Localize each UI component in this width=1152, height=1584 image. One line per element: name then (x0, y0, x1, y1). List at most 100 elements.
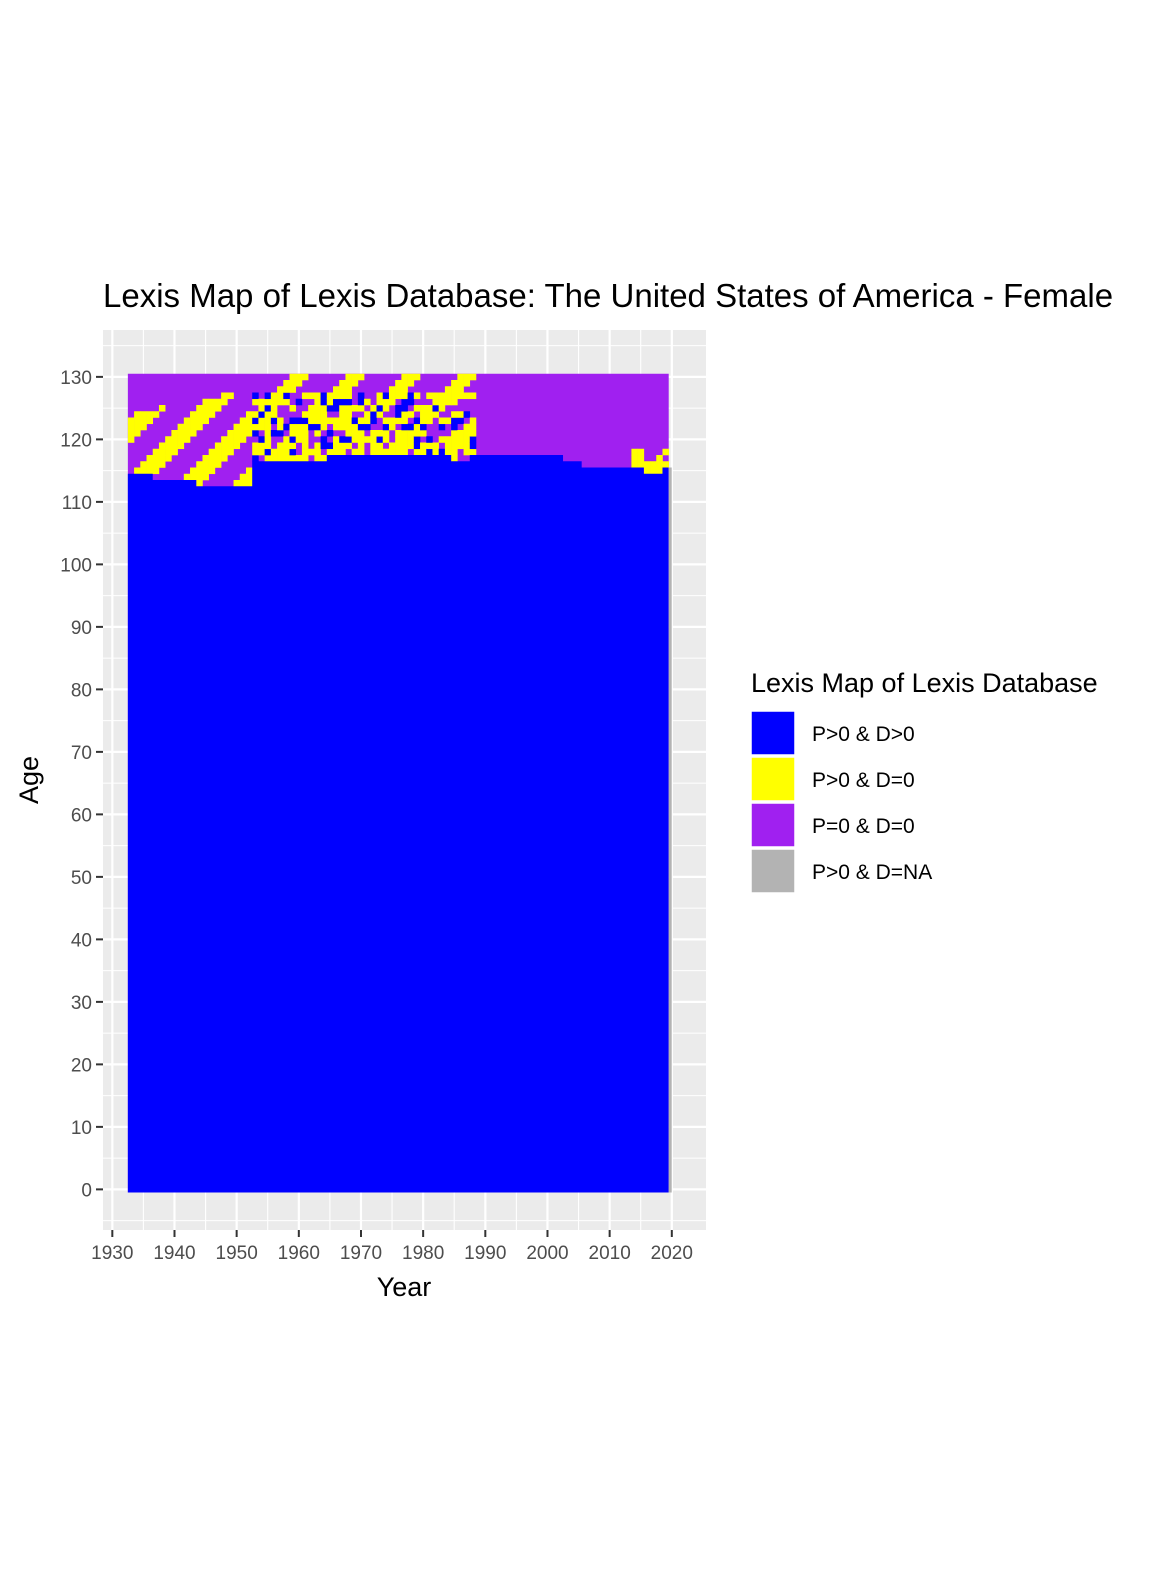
lexis-cell (270, 398, 278, 406)
lexis-cell (401, 405, 408, 412)
lexis-cell (376, 398, 384, 406)
lexis-cell (295, 380, 303, 387)
lexis-cell (420, 411, 427, 418)
lexis-cell (345, 430, 352, 437)
lexis-cell (395, 380, 402, 387)
lexis-cell (320, 417, 328, 425)
y-tick-label: 60 (71, 805, 92, 826)
lexis-cell (451, 411, 458, 418)
lexis-cell (283, 436, 290, 443)
lexis-cell (351, 448, 359, 456)
lexis-cell (202, 473, 209, 481)
lexis-cell (395, 392, 402, 400)
lexis-cell (146, 455, 154, 462)
lexis-cell (388, 398, 396, 406)
lexis-cell (146, 417, 154, 425)
lexis-cell (370, 442, 377, 450)
lexis-cell (314, 430, 321, 437)
lexis-cell (134, 430, 141, 437)
lexis-cell (239, 436, 247, 443)
legend-label: P>0 & D>0 (812, 723, 915, 746)
lexis-cell (152, 461, 160, 468)
y-tick-label: 20 (71, 1055, 92, 1076)
lexis-cell (407, 398, 415, 406)
lexis-cell (252, 430, 259, 437)
lexis-cell (650, 467, 657, 475)
lexis-cell (158, 461, 166, 468)
lexis-cell (208, 461, 216, 468)
lexis-cell (171, 430, 178, 437)
lexis-cell (227, 436, 234, 443)
lexis-cell (277, 430, 284, 437)
lexis-cell (451, 417, 458, 425)
lexis-cell (631, 448, 638, 456)
x-tick-label: 1940 (153, 1243, 195, 1264)
lexis-cell (277, 455, 284, 462)
lexis-cell (252, 423, 259, 431)
lexis-cell (432, 411, 439, 418)
lexis-cell (382, 423, 390, 431)
lexis-cell (190, 473, 197, 481)
lexis-cell (264, 411, 272, 418)
x-tick-label: 1930 (91, 1243, 133, 1264)
lexis-cell (252, 417, 259, 425)
lexis-cell (245, 467, 253, 475)
lexis-cell (370, 417, 377, 425)
lexis-cell (407, 436, 415, 443)
lexis-cell (650, 461, 657, 468)
lexis-cell (376, 448, 384, 456)
lexis-cell (252, 455, 259, 462)
lexis-cell (252, 392, 259, 400)
legend-swatch (750, 848, 796, 894)
lexis-cell (637, 461, 645, 468)
lexis-cell (221, 436, 228, 443)
lexis-cell (345, 442, 352, 450)
lexis-cell (339, 417, 346, 425)
lexis-cell (333, 405, 340, 412)
lexis-cell (463, 392, 471, 400)
lexis-cell (351, 423, 359, 431)
lexis-cell (656, 455, 663, 462)
lexis-cell (301, 417, 309, 425)
lexis-cell (233, 480, 241, 487)
lexis-cell (221, 392, 228, 400)
lexis-cell (258, 442, 265, 450)
lexis-cell (270, 405, 278, 412)
lexis-cell (314, 405, 321, 412)
lexis-cell (308, 392, 315, 400)
lexis-cell (357, 398, 365, 406)
lexis-cell (451, 430, 458, 437)
lexis-cell (388, 448, 396, 456)
lexis-cell (631, 461, 638, 468)
lexis-cell (339, 398, 346, 406)
lexis-cell (444, 386, 452, 393)
lexis-cell (314, 417, 321, 425)
lexis-cell (401, 417, 408, 425)
lexis-cell (326, 392, 334, 400)
lexis-cell (401, 436, 408, 443)
lexis-cell (295, 417, 303, 425)
lexis-cell (289, 448, 297, 456)
lexis-cell (140, 417, 147, 425)
lexis-cell (301, 436, 309, 443)
lexis-cell (134, 417, 141, 425)
lexis-cell (245, 417, 253, 425)
lexis-cell (320, 423, 328, 431)
lexis-cell (401, 423, 408, 431)
lexis-cell (345, 405, 352, 412)
lexis-cell (432, 448, 439, 456)
lexis-cell (264, 417, 272, 425)
lexis-cell (388, 442, 396, 450)
lexis-cell (413, 436, 421, 443)
lexis-cell (339, 405, 346, 412)
lexis-cell (320, 392, 328, 400)
lexis-cell (401, 448, 408, 456)
lexis-cell (245, 423, 253, 431)
lexis-cell (277, 423, 284, 431)
lexis-cell (314, 392, 321, 400)
lexis-cell (258, 423, 265, 431)
lexis-cell (314, 455, 321, 462)
lexis-cell (407, 380, 415, 387)
lexis-cell (420, 423, 427, 431)
x-tick-label: 1980 (402, 1243, 444, 1264)
